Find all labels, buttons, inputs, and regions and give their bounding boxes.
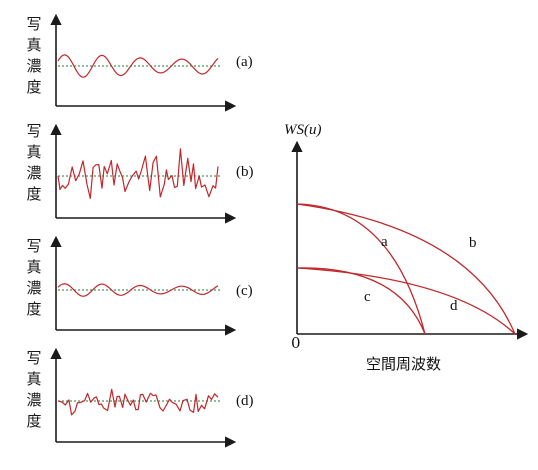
spectrum-ylabel: WS(u) <box>284 122 322 138</box>
panel-b-tag: (b) <box>236 164 254 180</box>
panel-d-trace <box>57 388 219 416</box>
spectrum-curve-b <box>296 203 516 335</box>
panel-c-tag: (c) <box>236 283 253 299</box>
spectrum-curve-a <box>296 203 426 335</box>
curve-tag-a: a <box>381 234 388 250</box>
panel-d <box>50 347 237 448</box>
panel-b-ylabel: 写真濃度 <box>26 122 42 203</box>
panel-c-ylabel: 写真濃度 <box>26 237 42 318</box>
curve-tag-b: b <box>469 235 477 251</box>
spectrum-xlabel: 空間周波数 <box>366 355 442 373</box>
curve-tag-d: d <box>450 298 458 314</box>
panel-a-tag: (a) <box>236 54 253 70</box>
spectrum-origin: 0 <box>291 334 301 352</box>
panel-b <box>50 123 237 224</box>
panel-c <box>50 235 237 336</box>
spectrum-curve-d <box>296 267 516 335</box>
panel-d-ylabel: 写真濃度 <box>26 349 42 430</box>
panel-b-trace <box>57 148 219 199</box>
curve-tag-c: c <box>364 289 371 305</box>
panel-a-ylabel: 写真濃度 <box>26 15 42 96</box>
panel-a-trace <box>57 54 219 78</box>
spectrum-curve-c <box>296 267 426 335</box>
panel-a <box>50 13 237 112</box>
panel-d-tag: (d) <box>236 393 254 409</box>
panel-c-trace <box>57 283 219 297</box>
